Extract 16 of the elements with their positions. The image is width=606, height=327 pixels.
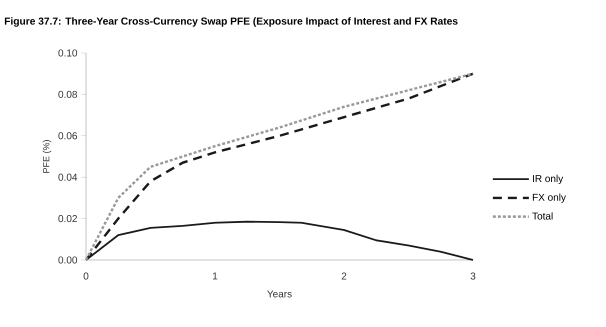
x-axis-title: Years [267,290,292,298]
y-tick-label: 0.00 [58,256,78,264]
y-tick-label: 0.10 [58,49,78,57]
chart-title: Figure 37.7: Three-Year Cross-Currency Swap PFE (Exposure Impact of Interest and FX Rates [4,17,458,27]
x-tick-label: 0 [84,272,88,280]
legend-label: FX only [532,194,566,203]
y-tick-label: 0.02 [58,215,77,222]
x-tick-label: 2 [342,272,346,280]
y-tick-label: 0.04 [58,174,78,181]
x-tick-label: 1 [212,272,218,280]
y-tick-label: 0.08 [58,90,78,98]
y-axis-title: PFE (%) [42,140,52,173]
legend-label: Total [532,212,553,220]
legend-label: IR only [532,174,564,184]
x-tick-label: 3 [470,272,476,280]
y-tick-label: 0.06 [58,132,78,140]
